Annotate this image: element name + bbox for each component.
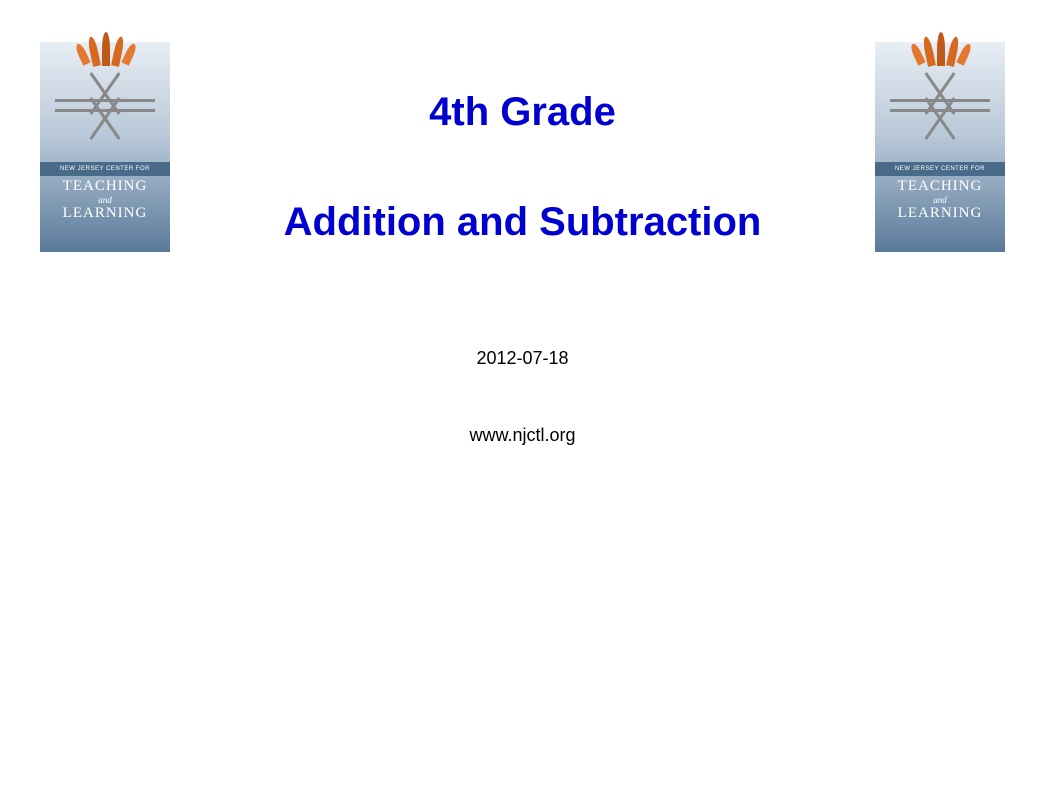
slide-url: www.njctl.org xyxy=(0,425,1045,446)
logo-teaching-text: TEACHING xyxy=(63,178,148,195)
subject-title: Addition and Subtraction xyxy=(0,200,1045,245)
logo-org-text: NEW JERSEY CENTER FOR xyxy=(40,166,170,172)
logo-org-band: NEW JERSEY CENTER FOR xyxy=(875,162,1005,176)
slide-container: NEW JERSEY CENTER FOR TEACHING and LEARN… xyxy=(0,0,1045,800)
logo-teaching-text: TEACHING xyxy=(898,178,983,195)
flame-icon xyxy=(75,32,135,82)
grade-title: 4th Grade xyxy=(0,90,1045,135)
logo-org-text: NEW JERSEY CENTER FOR xyxy=(875,166,1005,172)
slide-date: 2012-07-18 xyxy=(0,348,1045,369)
logo-org-band: NEW JERSEY CENTER FOR xyxy=(40,162,170,176)
flame-icon xyxy=(910,32,970,82)
